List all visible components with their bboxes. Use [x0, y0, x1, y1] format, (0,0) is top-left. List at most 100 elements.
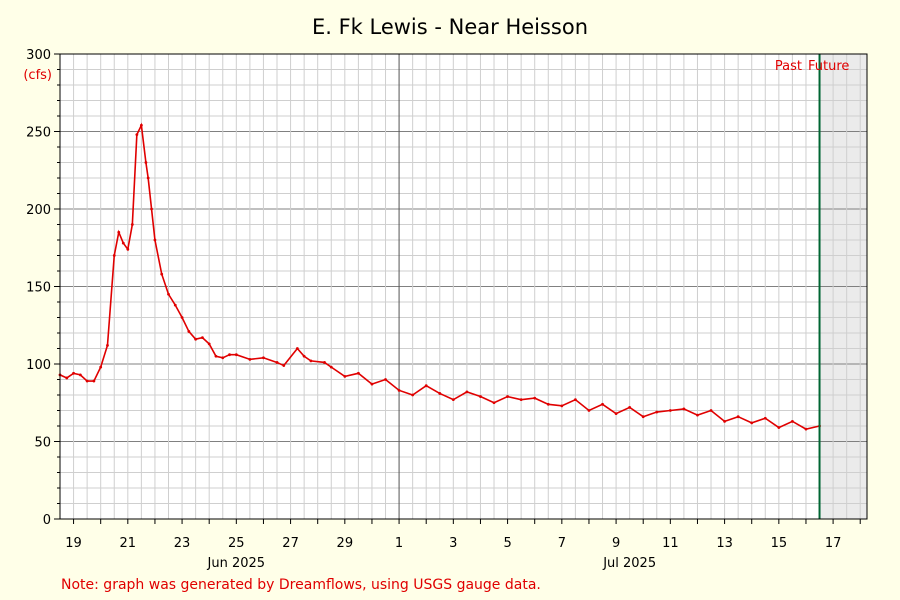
flow-data-point — [682, 407, 686, 411]
x-tick-label: 5 — [503, 536, 511, 551]
x-tick-label: 21 — [120, 536, 137, 551]
flow-data-point — [139, 123, 143, 127]
flow-data-point — [451, 398, 455, 402]
flow-data-point — [99, 365, 103, 369]
x-tick-label: 7 — [558, 536, 566, 551]
flow-data-point — [750, 421, 754, 425]
flow-data-point — [519, 398, 523, 402]
x-tick-label: 27 — [282, 536, 299, 551]
x-tick-label: 19 — [65, 536, 82, 551]
x-tick-label: 15 — [771, 536, 788, 551]
x-month-label: Jul 2025 — [602, 556, 656, 571]
flow-data-point — [117, 230, 121, 234]
flow-data-point — [248, 357, 252, 361]
flow-data-point — [370, 382, 374, 386]
flow-data-point — [65, 376, 69, 380]
flow-data-point — [804, 427, 808, 431]
flow-data-point — [234, 353, 238, 357]
flow-data-point — [180, 316, 184, 319]
flow-data-point — [587, 409, 591, 412]
y-tick-label: 200 — [26, 203, 51, 218]
y-tick-label: 0 — [43, 513, 51, 528]
flow-data-point — [214, 354, 218, 358]
flow-data-point — [295, 347, 299, 350]
flow-data-point — [262, 356, 265, 360]
flow-data-point — [282, 364, 286, 367]
x-tick-label: 11 — [662, 536, 679, 551]
flow-data-point — [167, 292, 170, 296]
flow-data-point — [78, 373, 82, 377]
flow-data-point — [160, 272, 164, 276]
flow-series-line — [59, 122, 820, 430]
flow-data-point — [546, 402, 550, 406]
flow-data-point — [146, 176, 150, 180]
past-label: Past — [775, 59, 802, 74]
flow-data-point — [573, 398, 577, 402]
flow-data-point — [343, 375, 347, 378]
flow-data-point — [601, 402, 604, 406]
flow-data-point — [668, 409, 672, 412]
flow-data-point — [424, 384, 428, 388]
flow-data-point — [106, 344, 109, 347]
flow-data-point — [309, 359, 313, 363]
flow-data-point — [323, 361, 326, 364]
y-tick-label: 50 — [34, 436, 51, 451]
flow-data-point — [194, 337, 198, 341]
flow-data-point — [736, 415, 740, 419]
y-tick-label: 300 — [26, 48, 51, 63]
future-label: Future — [808, 59, 849, 74]
flow-data-point — [130, 223, 134, 226]
flow-data-point — [72, 371, 75, 375]
flow-data-point — [438, 392, 442, 395]
flow-data-point — [187, 330, 191, 333]
flow-data-point — [85, 379, 89, 383]
flow-data-point — [777, 426, 781, 429]
x-tick-label: 13 — [716, 536, 733, 551]
x-month-label: Jun 2025 — [207, 556, 266, 571]
flow-data-point — [492, 401, 496, 405]
flow-data-point — [121, 241, 125, 245]
flow-data-point — [221, 356, 225, 360]
flow-data-point — [560, 404, 564, 408]
flow-data-point — [329, 365, 333, 369]
flow-data-point — [356, 371, 360, 375]
flow-data-point — [411, 393, 415, 397]
y-tick-label: 100 — [26, 358, 51, 373]
flow-data-point — [763, 416, 767, 420]
x-tick-label: 9 — [612, 536, 620, 551]
flow-data-point — [153, 238, 157, 242]
x-tick-label: 25 — [228, 536, 245, 551]
x-tick-label: 29 — [337, 536, 354, 551]
x-tick-label: 23 — [174, 536, 191, 551]
flow-data-point — [207, 342, 211, 346]
flow-data-point — [506, 395, 509, 398]
flow-data-point — [144, 161, 148, 164]
flow-data-point — [614, 412, 618, 415]
source-note: Note: graph was generated by Dreamflows,… — [61, 577, 541, 593]
flow-data-point — [228, 353, 231, 357]
flow-data-point — [92, 379, 96, 383]
flow-data-point — [723, 419, 726, 423]
y-tick-label: 150 — [26, 281, 51, 296]
x-tick-label: 1 — [395, 536, 403, 551]
flow-data-point — [275, 361, 279, 364]
flow-data-point — [641, 415, 645, 419]
flow-data-point — [479, 395, 482, 398]
flow-data-point — [384, 378, 387, 381]
flow-data-point — [112, 254, 116, 257]
flow-data-point — [533, 396, 537, 400]
series-layer — [58, 54, 821, 519]
flow-data-point — [126, 247, 130, 251]
flow-data-point — [696, 413, 699, 417]
flow-data-point — [628, 406, 632, 409]
flow-data-point — [655, 410, 659, 414]
x-tick-label: 17 — [825, 536, 842, 551]
flow-data-point — [791, 419, 794, 423]
flow-data-point — [709, 409, 713, 412]
flow-data-point — [135, 133, 139, 137]
x-tick-label: 3 — [449, 536, 457, 551]
flow-data-point — [465, 390, 469, 394]
flow-data-point — [150, 207, 153, 211]
